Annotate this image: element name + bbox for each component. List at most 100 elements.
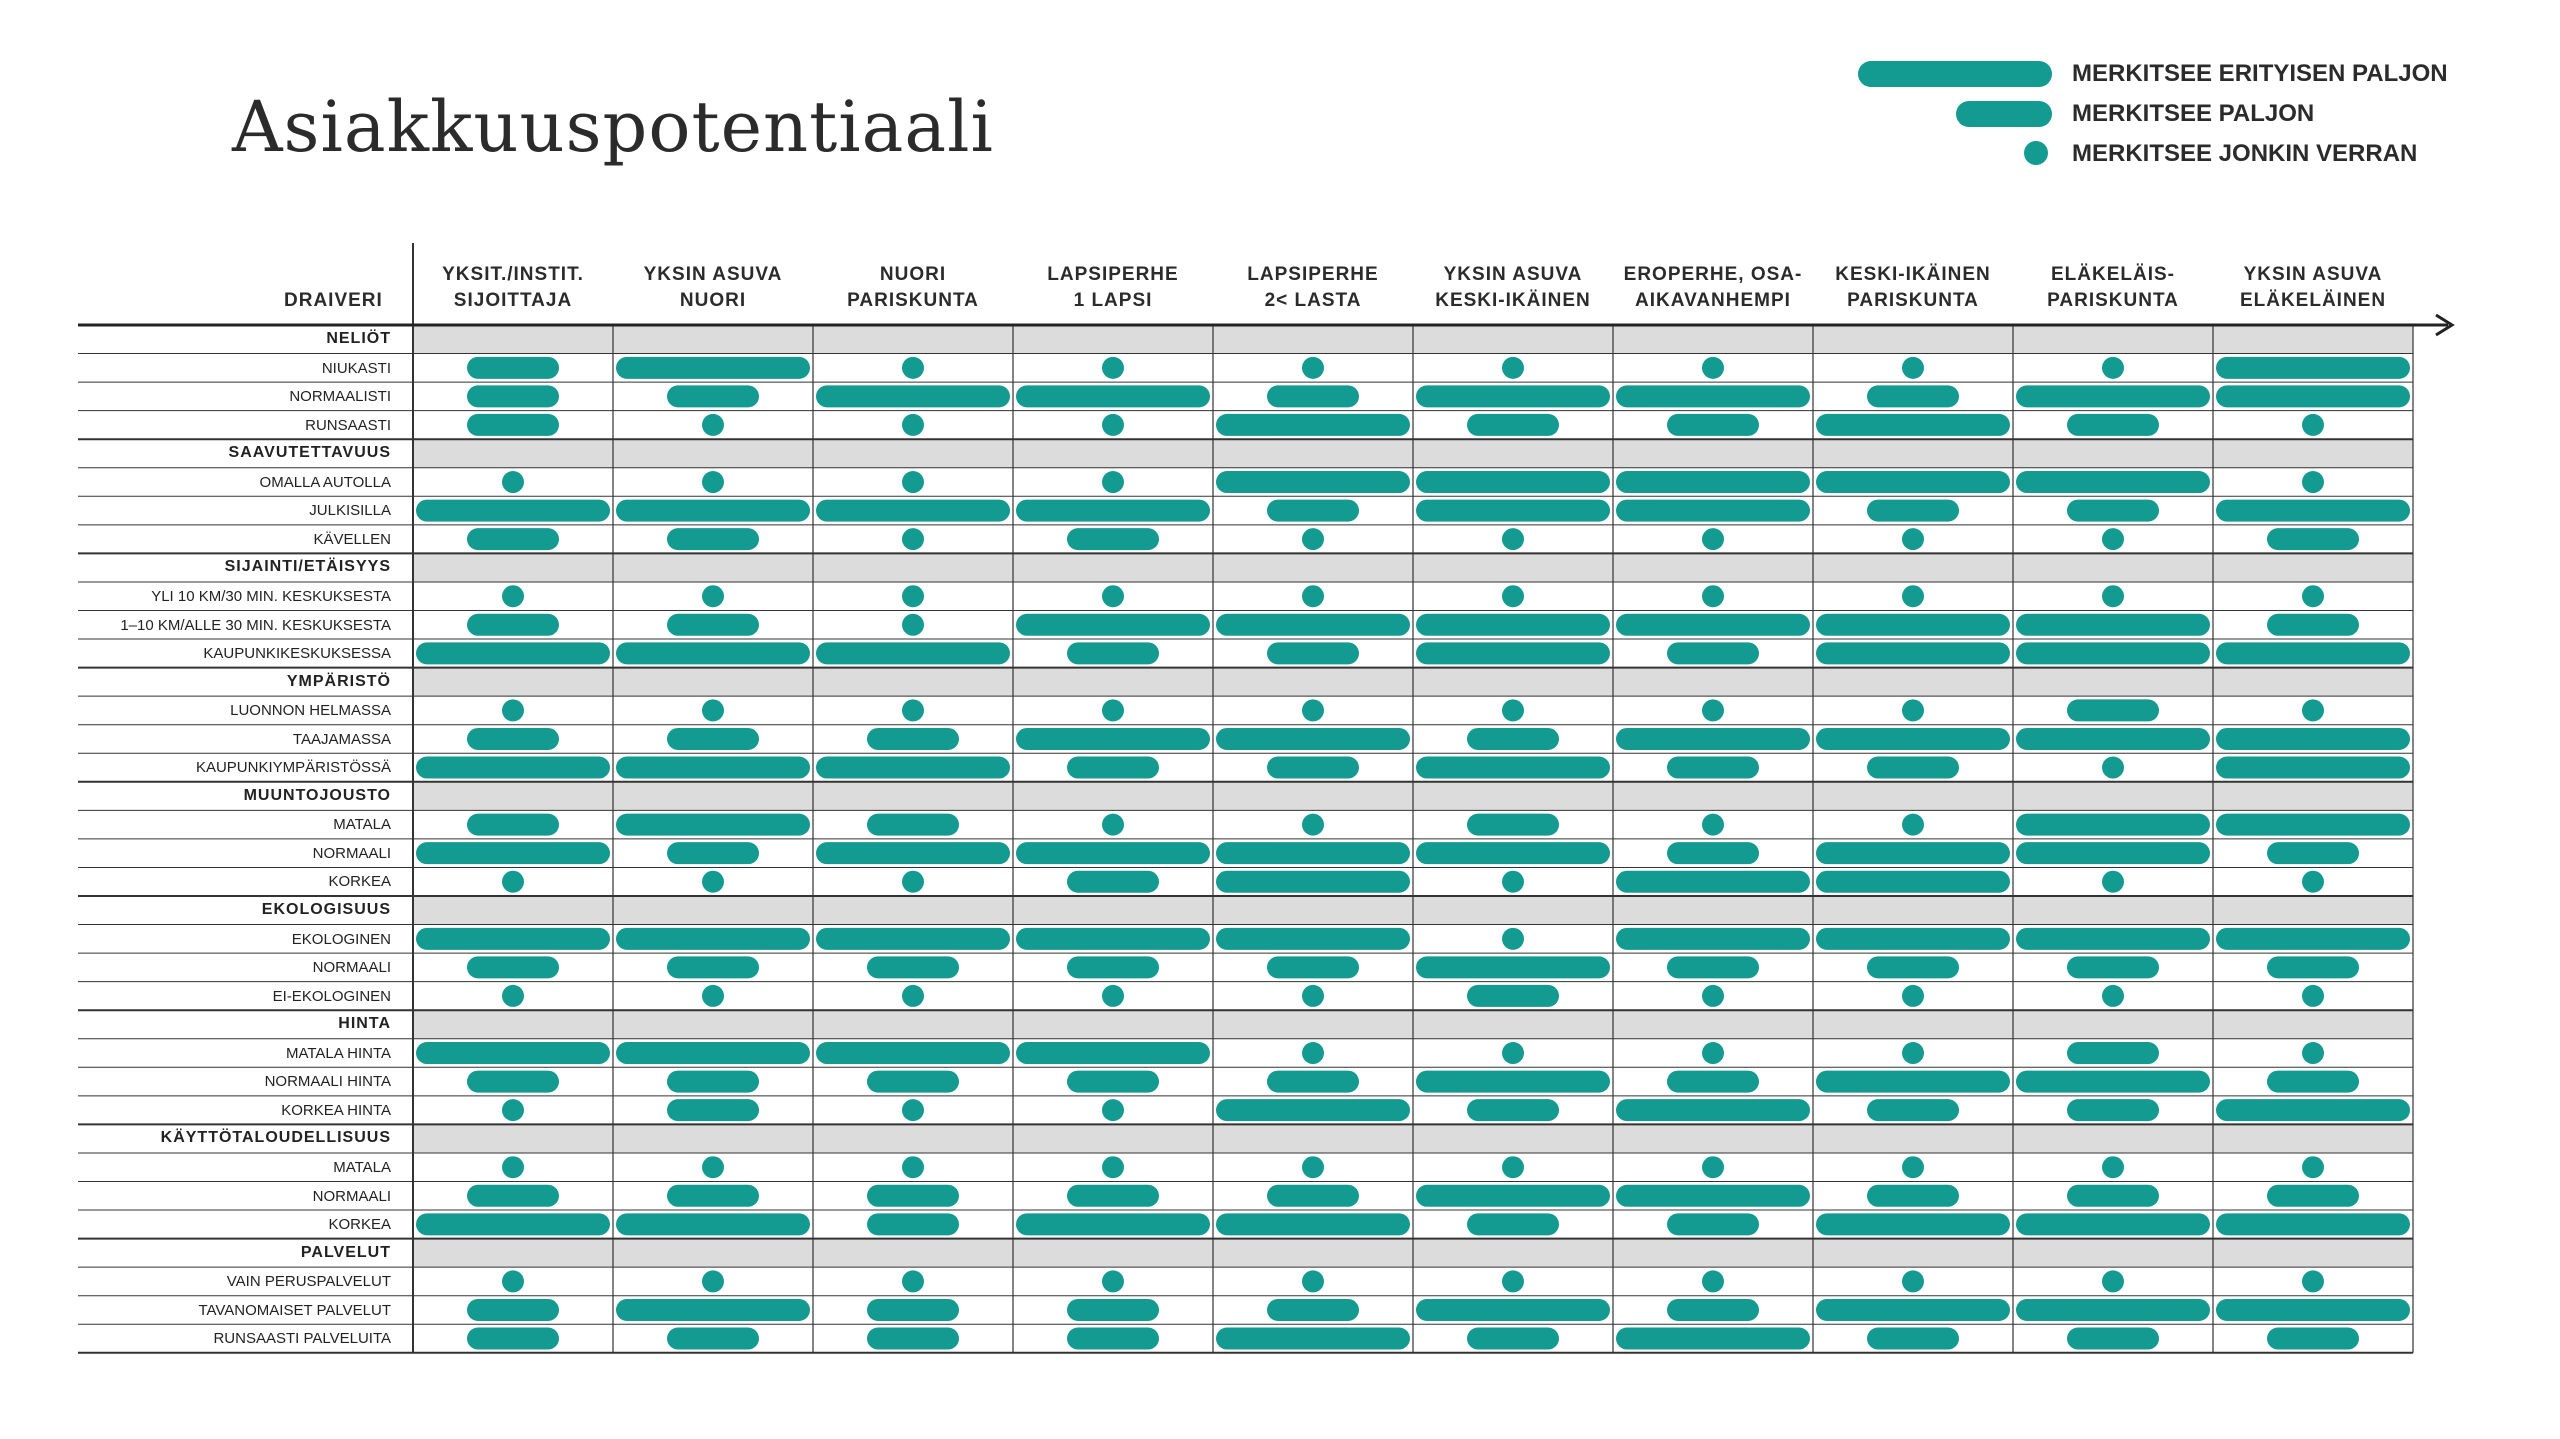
mark-some xyxy=(1102,1156,1124,1179)
mark-very-much xyxy=(2016,813,2210,836)
mark-very-much xyxy=(2216,1213,2410,1236)
column-header: KESKI-IKÄINEN PARISKUNTA xyxy=(1813,262,2013,314)
column-header-line: YKSIN ASUVA xyxy=(1443,264,1583,285)
mark-some xyxy=(2102,870,2124,893)
mark-very-much xyxy=(2216,499,2410,522)
category-label: KÄYTTÖTALOUDELLISUUS xyxy=(160,1129,391,1147)
mark-very-much xyxy=(1616,1184,1810,1207)
legend-label-some: MERKITSEE JONKIN VERRAN xyxy=(2072,140,2418,167)
mark-much xyxy=(1267,956,1359,979)
page-title: Asiakkuuspotentiaali xyxy=(232,86,994,168)
mark-much xyxy=(2267,1327,2359,1350)
column-header: YKSIN ASUVA KESKI-IKÄINEN xyxy=(1413,262,1613,314)
mark-very-much xyxy=(816,1042,1010,1065)
mark-some xyxy=(1702,1156,1724,1179)
mark-some xyxy=(2102,984,2124,1007)
column-header-line: YKSIN ASUVA xyxy=(643,264,783,285)
mark-very-much xyxy=(1816,842,2010,865)
mark-some xyxy=(2302,585,2324,608)
mark-very-much xyxy=(1416,756,1610,779)
mark-some xyxy=(902,1156,924,1179)
mark-some xyxy=(702,1156,724,1179)
mark-much xyxy=(1867,1327,1959,1350)
legend-mark-very-much xyxy=(1858,61,2052,87)
mark-very-much xyxy=(1016,1042,1210,1065)
mark-very-much xyxy=(1616,385,1810,408)
mark-some xyxy=(1102,585,1124,608)
mark-much xyxy=(467,813,559,836)
mark-very-much xyxy=(1016,499,1210,522)
mark-much xyxy=(2267,1070,2359,1093)
column-header-line: PARISKUNTA xyxy=(2047,290,2179,311)
mark-some xyxy=(1902,984,1924,1007)
mark-very-much xyxy=(2016,385,2210,408)
mark-very-much xyxy=(2016,927,2210,950)
mark-some xyxy=(1102,699,1124,722)
mark-much xyxy=(1267,499,1359,522)
mark-some xyxy=(1902,1270,1924,1293)
mark-much xyxy=(1467,413,1559,436)
mark-some xyxy=(1702,1042,1724,1065)
mark-some xyxy=(2102,528,2124,551)
mark-much xyxy=(1067,1298,1159,1321)
mark-very-much xyxy=(1216,413,1410,436)
mark-much xyxy=(1067,1327,1159,1350)
mark-much xyxy=(667,1327,759,1350)
mark-some xyxy=(1502,1042,1524,1065)
mark-some xyxy=(902,984,924,1007)
mark-very-much xyxy=(1816,642,2010,665)
column-header-line: NUORI xyxy=(879,264,947,285)
mark-some xyxy=(1702,585,1724,608)
category-label: PALVELUT xyxy=(300,1243,391,1261)
mark-very-much xyxy=(1216,927,1410,950)
mark-much xyxy=(2067,699,2159,722)
mark-some xyxy=(702,413,724,436)
driver-label: EKOLOGINEN xyxy=(291,930,391,948)
mark-much xyxy=(1867,1184,1959,1207)
mark-much xyxy=(467,1327,559,1350)
mark-very-much xyxy=(1816,727,2010,750)
mark-some xyxy=(2302,1156,2324,1179)
legend-label-very-much: MERKITSEE ERITYISEN PALJON xyxy=(2072,60,2448,87)
mark-very-much xyxy=(616,1298,810,1321)
mark-much xyxy=(667,956,759,979)
mark-some xyxy=(1502,1270,1524,1293)
mark-very-much xyxy=(2016,842,2210,865)
category-label: SIJAINTI/ETÄISYYS xyxy=(224,558,391,576)
mark-some xyxy=(1102,813,1124,836)
mark-much xyxy=(467,356,559,379)
mark-much xyxy=(1467,813,1559,836)
mark-some xyxy=(1902,528,1924,551)
mark-very-much xyxy=(2216,642,2410,665)
mark-very-much xyxy=(416,756,610,779)
mark-much xyxy=(2067,499,2159,522)
mark-much xyxy=(2267,842,2359,865)
column-header: EROPERHE, OSA- AIKAVANHEMPI xyxy=(1613,262,1813,314)
mark-much xyxy=(1667,413,1759,436)
mark-some xyxy=(2102,356,2124,379)
mark-much xyxy=(867,1298,959,1321)
mark-much xyxy=(667,528,759,551)
column-header-line: KESKI-IKÄINEN xyxy=(1835,264,1991,285)
driver-label: NORMAALI xyxy=(312,844,391,862)
mark-some xyxy=(1702,813,1724,836)
mark-much xyxy=(2067,413,2159,436)
mark-very-much xyxy=(2016,1213,2210,1236)
mark-some xyxy=(1502,528,1524,551)
mark-very-much xyxy=(416,499,610,522)
mark-some xyxy=(702,699,724,722)
column-header: ELÄKELÄIS- PARISKUNTA xyxy=(2013,262,2213,314)
column-header-line: LAPSIPERHE xyxy=(1247,264,1379,285)
mark-some xyxy=(902,1270,924,1293)
mark-much xyxy=(1267,1070,1359,1093)
driver-label: MATALA xyxy=(333,816,391,834)
mark-some xyxy=(1902,699,1924,722)
mark-some xyxy=(902,413,924,436)
mark-much xyxy=(467,956,559,979)
mark-much xyxy=(2067,1184,2159,1207)
driver-label: NIUKASTI xyxy=(321,359,391,377)
mark-some xyxy=(702,984,724,1007)
column-header: NUORI PARISKUNTA xyxy=(813,262,1013,314)
mark-very-much xyxy=(2216,1298,2410,1321)
mark-very-much xyxy=(1416,1184,1610,1207)
